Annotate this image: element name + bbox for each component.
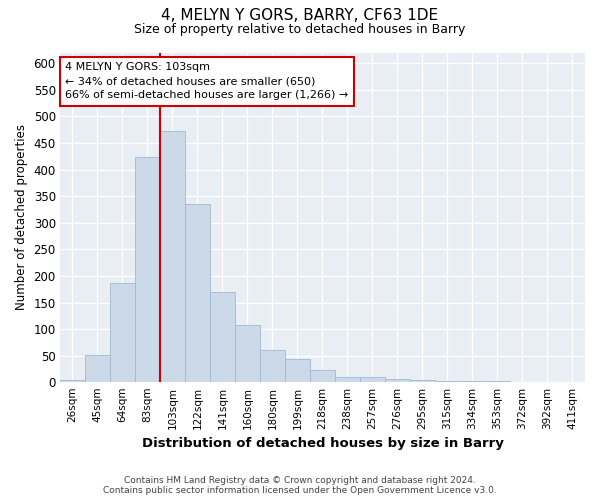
Text: 4, MELYN Y GORS, BARRY, CF63 1DE: 4, MELYN Y GORS, BARRY, CF63 1DE [161, 8, 439, 22]
Bar [210, 292, 235, 382]
X-axis label: Distribution of detached houses by size in Barry: Distribution of detached houses by size … [142, 437, 503, 450]
Bar [135, 157, 160, 382]
Bar [435, 381, 460, 382]
Bar [235, 326, 260, 382]
Bar [285, 359, 310, 382]
Bar [110, 284, 135, 382]
Bar [360, 377, 385, 382]
Text: 4 MELYN Y GORS: 103sqm
← 34% of detached houses are smaller (650)
66% of semi-de: 4 MELYN Y GORS: 103sqm ← 34% of detached… [65, 62, 349, 100]
Bar [60, 380, 85, 382]
Text: Contains HM Land Registry data © Crown copyright and database right 2024.
Contai: Contains HM Land Registry data © Crown c… [103, 476, 497, 495]
Bar [160, 130, 185, 382]
Bar [185, 204, 210, 382]
Bar [85, 355, 110, 382]
Bar [410, 380, 435, 382]
Bar [385, 378, 410, 382]
Text: Size of property relative to detached houses in Barry: Size of property relative to detached ho… [134, 22, 466, 36]
Bar [310, 370, 335, 382]
Y-axis label: Number of detached properties: Number of detached properties [15, 124, 28, 310]
Bar [260, 350, 285, 382]
Bar [335, 377, 360, 382]
